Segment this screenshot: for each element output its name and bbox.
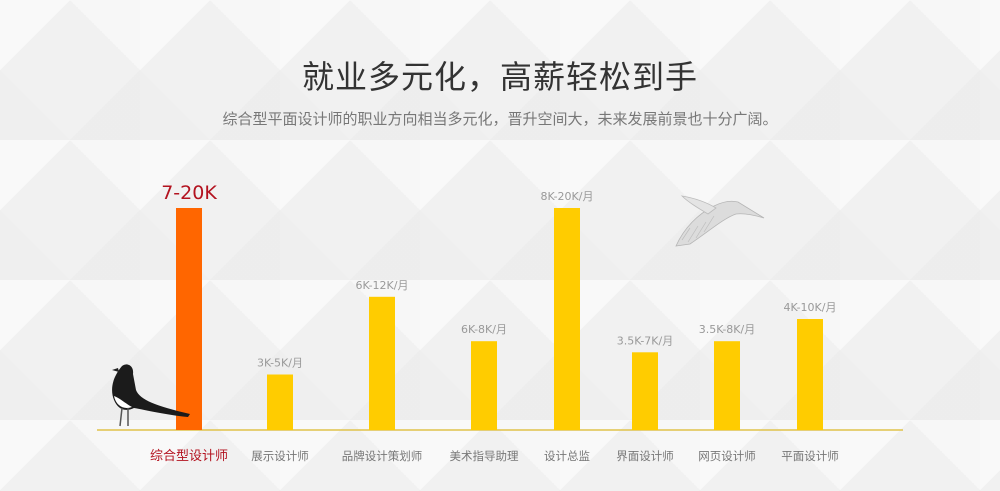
flying-bird-illustration <box>675 195 765 247</box>
value-label-6: 3.5K-8K/月 <box>699 323 755 336</box>
value-label-4: 8K-20K/月 <box>541 190 594 203</box>
value-label-7: 4K-10K/月 <box>784 301 837 314</box>
value-label-3: 6K-8K/月 <box>461 323 507 336</box>
bar-6 <box>714 341 740 430</box>
bar-5 <box>632 352 658 430</box>
bar-1 <box>267 374 293 430</box>
value-label-1: 3K-5K/月 <box>257 357 303 370</box>
bar-7 <box>797 319 823 430</box>
value-label-0: 7-20K <box>161 182 217 204</box>
page-subtitle: 综合型平面设计师的职业方向相当多元化，晋升空间大，未来发展前景也十分广阔。 <box>222 110 778 128</box>
category-label-2: 品牌设计策划师 <box>342 449 423 463</box>
bar-3 <box>471 341 497 430</box>
category-label-7: 平面设计师 <box>781 449 839 463</box>
value-label-2: 6K-12K/月 <box>356 279 409 292</box>
category-label-0: 综合型设计师 <box>150 449 228 464</box>
category-label-1: 展示设计师 <box>251 449 309 463</box>
category-label-4: 设计总监 <box>544 449 590 463</box>
bar-4 <box>554 208 580 430</box>
value-label-5: 3.5K-7K/月 <box>617 334 673 347</box>
bar-0 <box>176 208 202 430</box>
category-label-6: 网页设计师 <box>698 449 756 463</box>
category-label-3: 美术指导助理 <box>450 449 519 463</box>
bar-2 <box>369 296 395 430</box>
magpie-bird-illustration <box>112 364 190 427</box>
category-label-5: 界面设计师 <box>616 449 674 463</box>
page-title: 就业多元化，高薪轻松到手 <box>301 58 698 96</box>
